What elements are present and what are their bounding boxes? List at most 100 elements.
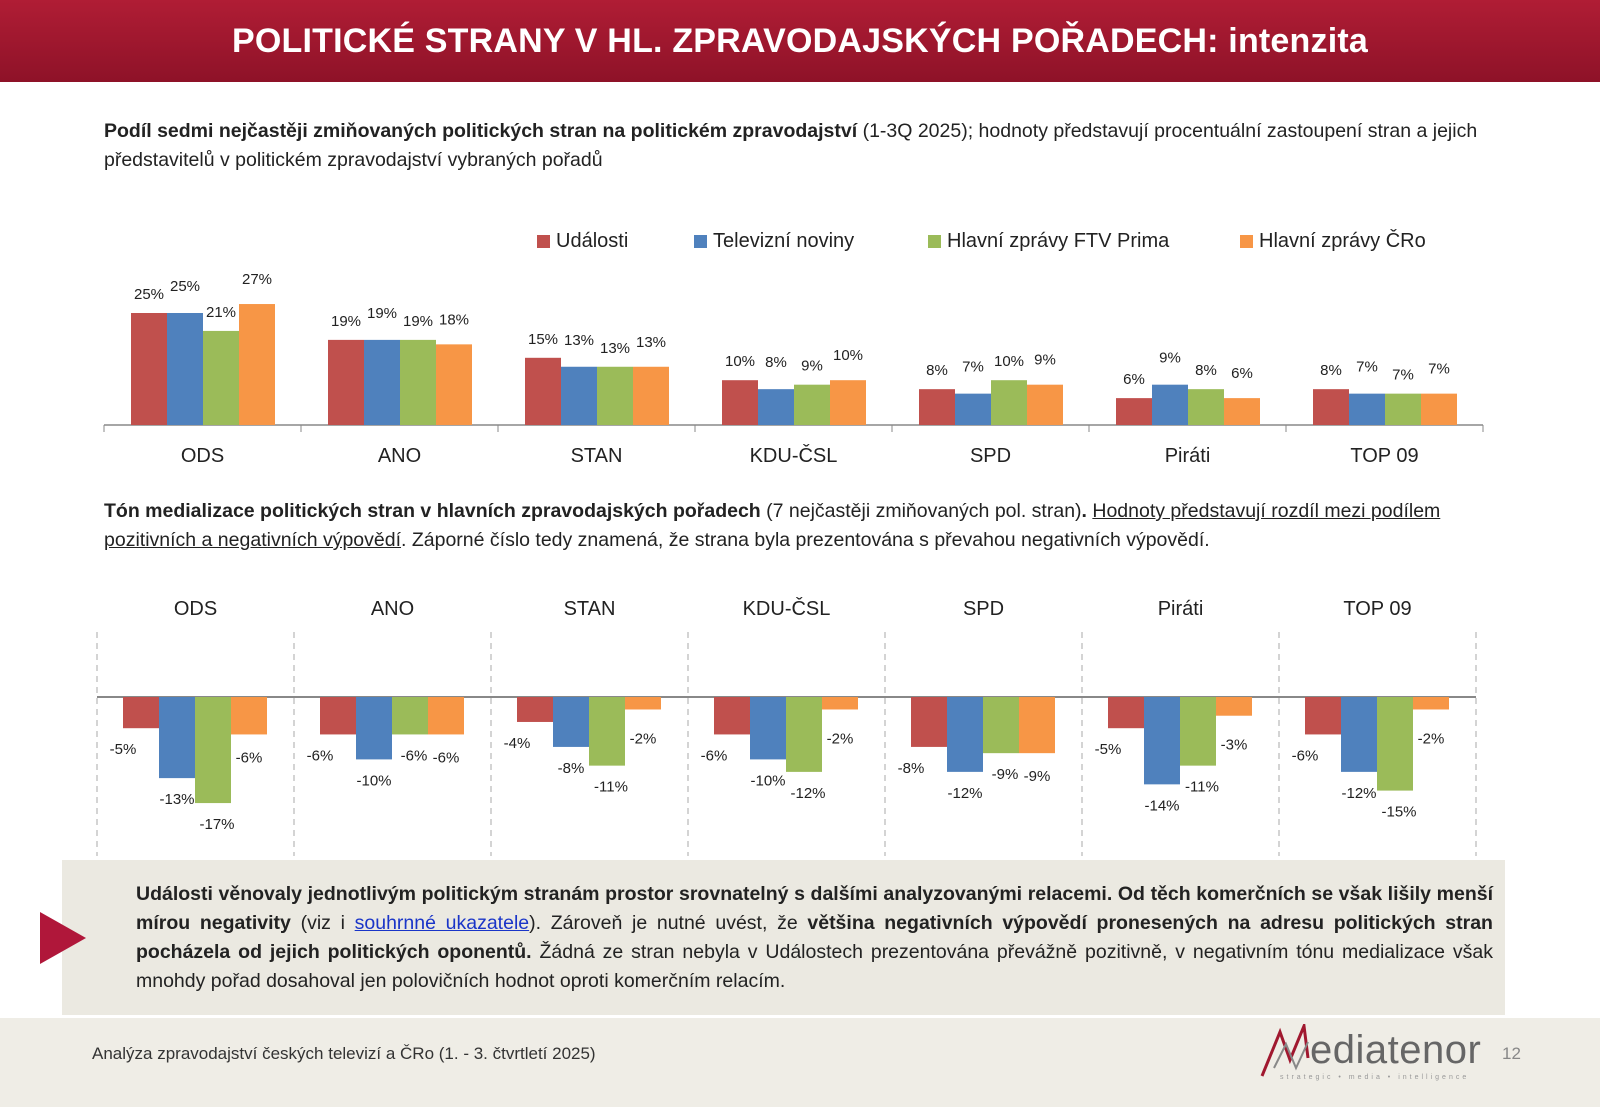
data-label: -2%: [827, 730, 854, 747]
bar: [758, 389, 794, 425]
data-label: 19%: [331, 313, 361, 330]
legend-label: Televizní noviny: [713, 230, 855, 252]
summary-text-1: (viz i: [290, 912, 355, 934]
bar: [400, 339, 436, 425]
data-label: 7%: [1392, 367, 1414, 384]
data-label: -2%: [630, 730, 657, 747]
bar: [1188, 389, 1224, 425]
footer: [0, 1018, 1600, 1107]
bar: [356, 697, 392, 760]
bar: [589, 697, 625, 766]
legend: Události Televizní noviny Hlavní zprávy …: [0, 230, 1600, 256]
bar: [633, 366, 669, 425]
data-label: 10%: [994, 353, 1024, 370]
category-label: Piráti: [1165, 445, 1211, 467]
group-title: TOP 09: [1343, 598, 1411, 620]
data-label: 7%: [962, 359, 984, 376]
bar: [786, 697, 822, 772]
data-label: 19%: [367, 305, 397, 322]
summary-box: [62, 860, 1505, 1015]
bar: [195, 697, 231, 804]
legend-item-televizni-noviny: Televizní noviny: [694, 230, 854, 253]
bar: [1019, 697, 1055, 754]
group-title: SPD: [963, 598, 1004, 620]
data-label: -15%: [1381, 804, 1416, 821]
data-label: -6%: [307, 747, 334, 764]
summary-bold-2: většina negativních výpovědí pronesených…: [136, 912, 1493, 963]
bar: [167, 313, 203, 425]
bar: [1216, 697, 1252, 716]
data-label: -2%: [1418, 730, 1445, 747]
legend-item-cro: Hlavní zprávy ČRo: [1240, 230, 1426, 253]
data-label: 15%: [528, 331, 558, 348]
summary-bold-1: Události věnovaly jednotlivým politickým…: [136, 883, 1493, 934]
data-label: 8%: [765, 354, 787, 371]
data-label: -5%: [1095, 741, 1122, 758]
data-label: -8%: [898, 760, 925, 777]
data-label: -6%: [1292, 747, 1319, 764]
data-label: 27%: [242, 271, 272, 288]
data-label: -11%: [594, 779, 628, 796]
chart1-title: Podíl sedmi nejčastěji zmiňovaných polit…: [104, 120, 858, 142]
data-label: -12%: [947, 785, 982, 802]
bar: [991, 380, 1027, 425]
category-label: STAN: [571, 445, 623, 467]
bar: [1144, 697, 1180, 785]
data-label: -8%: [558, 760, 585, 777]
mediatenor-logo: ediatenor strategic • media • intelligen…: [1260, 1020, 1481, 1081]
legend-label: Události: [556, 230, 629, 252]
bar: [364, 339, 400, 425]
data-label: -11%: [1185, 779, 1219, 796]
bar: [822, 697, 858, 710]
bar: [203, 330, 239, 425]
category-label: SPD: [970, 445, 1011, 467]
data-label: -9%: [992, 766, 1019, 783]
data-label: 9%: [801, 358, 823, 375]
bar: [1108, 697, 1144, 729]
summary-text: Události věnovaly jednotlivým politickým…: [136, 880, 1493, 996]
group-title: KDU-ČSL: [743, 597, 831, 620]
data-label: 25%: [170, 278, 200, 295]
bar: [597, 366, 633, 425]
data-label: -6%: [433, 749, 460, 766]
data-label: -4%: [504, 735, 531, 752]
data-label: -14%: [1144, 797, 1179, 814]
data-label: -6%: [401, 747, 428, 764]
legend-swatch: [694, 235, 707, 248]
bar: [123, 697, 159, 729]
bar: [1377, 697, 1413, 791]
bar: [561, 366, 597, 425]
data-label: -5%: [110, 741, 137, 758]
bar: [955, 393, 991, 425]
bar: [320, 697, 356, 735]
bar: [750, 697, 786, 760]
group-title: STAN: [564, 598, 616, 620]
bar: [983, 697, 1019, 754]
data-label: -13%: [159, 791, 194, 808]
data-label: 19%: [403, 313, 433, 330]
summary-text-3: Žádná ze stran nebyla v Událostech preze…: [136, 941, 1493, 992]
legend-label: Hlavní zprávy FTV Prima: [947, 230, 1170, 252]
chart1-subtitle: (1-3Q 2025); hodnoty představují procent…: [104, 120, 1478, 171]
data-label: -9%: [1024, 768, 1051, 785]
chart2-note: . Záporné číslo tedy znamená, že strana …: [401, 529, 1210, 551]
data-label: -6%: [236, 749, 263, 766]
data-label: 13%: [600, 340, 630, 357]
group-title: ODS: [174, 598, 217, 620]
bar: [517, 697, 553, 722]
bar: [1341, 697, 1377, 772]
summary-link[interactable]: souhrnné ukazatele: [354, 912, 530, 934]
group-title: Piráti: [1158, 598, 1204, 620]
data-label: -10%: [356, 772, 391, 789]
arrow-icon: [40, 912, 86, 964]
data-label: -6%: [701, 747, 728, 764]
category-label: KDU-ČSL: [750, 444, 838, 467]
data-label: 6%: [1123, 371, 1145, 388]
bar: [525, 357, 561, 425]
legend-swatch: [537, 235, 550, 248]
bar: [625, 697, 661, 710]
legend-label: Hlavní zprávy ČRo: [1259, 230, 1426, 252]
bar: [159, 697, 195, 779]
